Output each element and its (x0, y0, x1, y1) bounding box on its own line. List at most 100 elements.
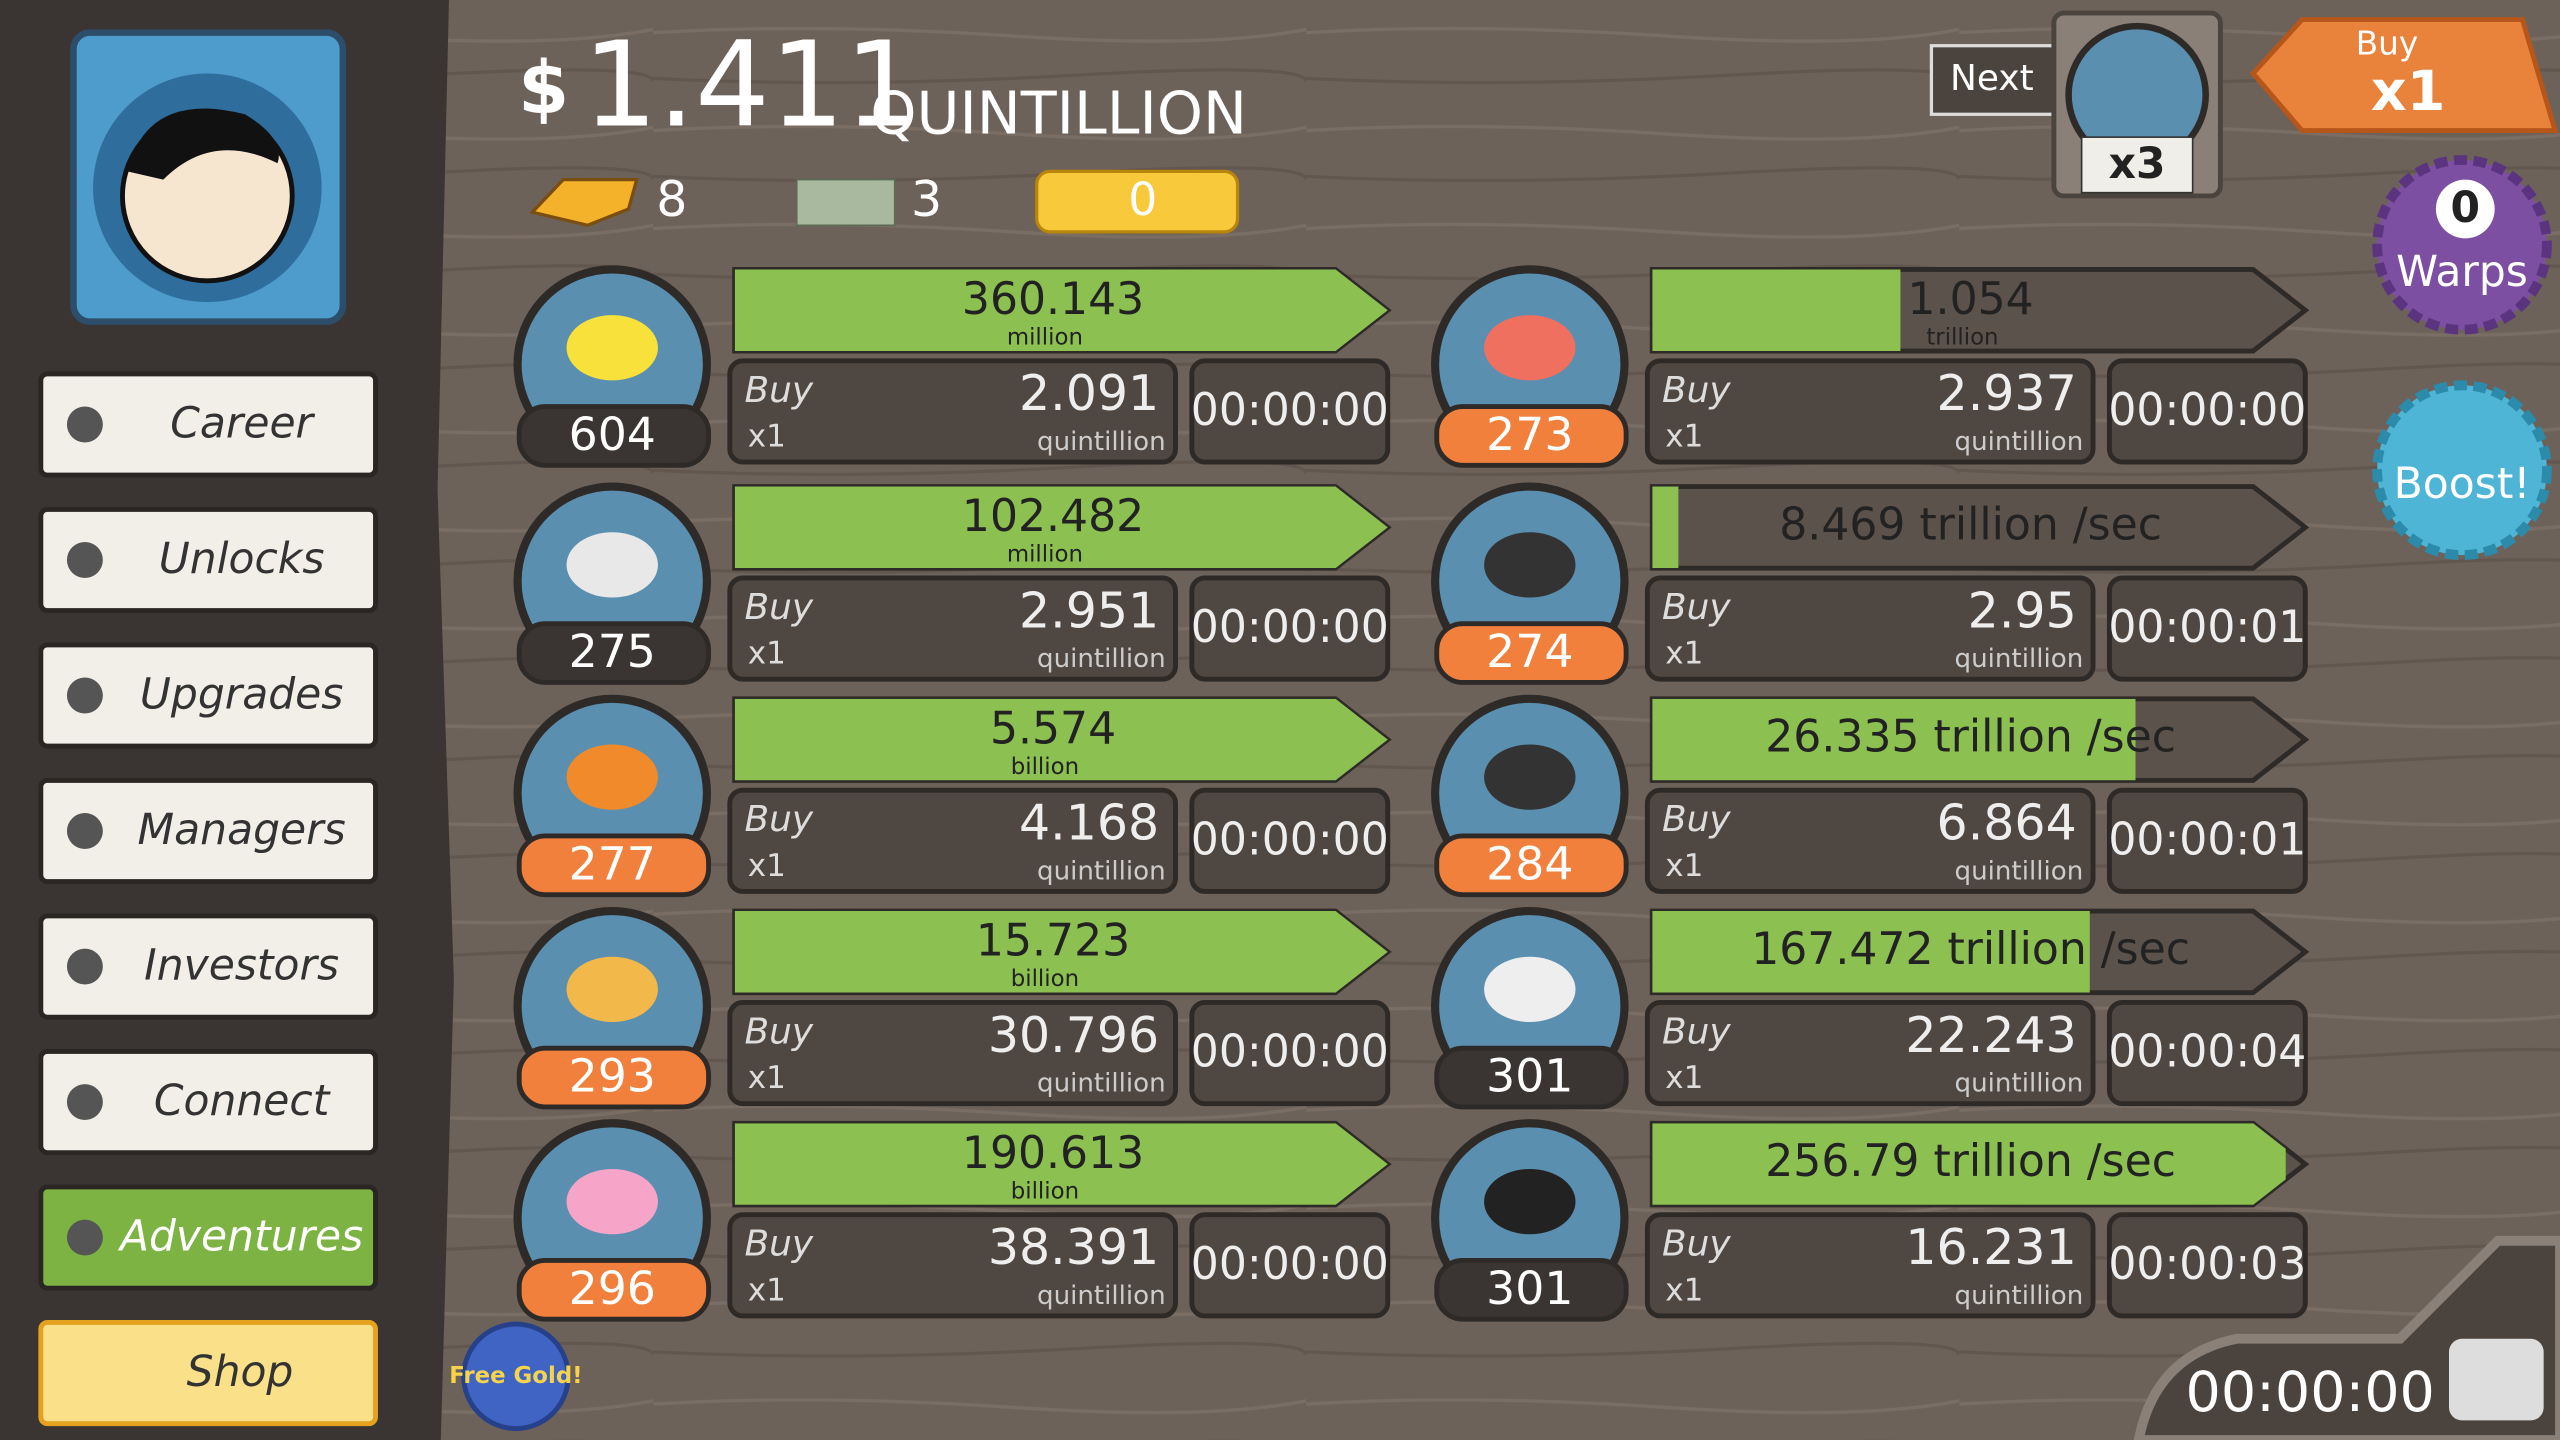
owned-count: 293 (569, 1050, 656, 1103)
timer: 00:00:03 (2108, 1239, 2306, 1290)
buy-cost-unit: quintillion (1955, 644, 2084, 674)
timer: 00:00:00 (2108, 385, 2306, 436)
timer-box (2106, 1000, 2308, 1107)
timer: 00:00:00 (1191, 814, 1389, 865)
avatar[interactable] (70, 29, 347, 325)
business-icon-art (566, 315, 658, 381)
menu-button[interactable] (38, 913, 378, 1020)
buy-cost-unit: quintillion (1955, 1069, 2084, 1099)
warps-button[interactable] (2372, 155, 2552, 335)
revenue-unit: million (1007, 542, 1083, 568)
buy-button[interactable] (727, 358, 1178, 465)
menu-button[interactable] (38, 777, 378, 885)
buy-button[interactable] (1644, 787, 2096, 894)
megabucks-count: 3 (911, 171, 942, 228)
buy-button[interactable] (727, 1000, 1178, 1107)
business-icon-art (566, 956, 658, 1023)
buy-button[interactable] (1644, 358, 2096, 465)
free-gold-button[interactable] (461, 1321, 571, 1432)
free-gold-label: Free Gold! (449, 1363, 582, 1389)
revenue-unit: billion (1011, 1178, 1079, 1204)
menu-button[interactable] (38, 371, 378, 478)
owned-count: 277 (569, 837, 656, 890)
buy-button[interactable] (727, 575, 1178, 682)
timer-box (1189, 358, 1391, 465)
menu-button[interactable] (38, 1320, 378, 1427)
menu-dot (66, 406, 103, 443)
buy-button[interactable] (1644, 575, 2096, 682)
menu-button[interactable] (38, 1048, 378, 1156)
buy-cost: 38.391 (988, 1219, 1159, 1276)
buy-label: Buy (744, 1224, 813, 1265)
event-timer: 00:00:00 (2186, 1360, 2435, 1425)
boost-label: Boost! (2394, 460, 2531, 509)
owned-count: 284 (1486, 837, 1573, 890)
currency-symbol: $ (518, 46, 569, 131)
business-icon-art (566, 532, 658, 598)
tickets-box[interactable] (1035, 169, 1240, 234)
buy-quantity: x1 (1665, 419, 1703, 455)
revenue: 256.79 trillion /sec (1765, 1136, 2176, 1187)
timer-box (2106, 787, 2308, 894)
buy-quantity: x1 (1665, 1272, 1703, 1308)
owned-count: 604 (569, 408, 656, 461)
menu-dot (66, 813, 103, 849)
tv-icon (2448, 1338, 2544, 1421)
business-icon-art (566, 1168, 658, 1235)
manager-multiplier: x3 (2109, 140, 2166, 189)
revenue: 26.335 trillion /sec (1765, 712, 2176, 763)
buy-quantity: x1 (748, 1272, 786, 1308)
buy-multiplier-tag[interactable] (2249, 17, 2559, 134)
buy-label: Buy (744, 370, 813, 411)
timer-box (2106, 575, 2308, 682)
timer: 00:00:01 (2108, 602, 2306, 653)
revenue-progress (1652, 269, 1901, 352)
owned-badge (1434, 1257, 1629, 1322)
menu-button[interactable] (38, 506, 378, 614)
menu-button[interactable] (38, 1184, 378, 1291)
buy-cost: 30.796 (988, 1007, 1159, 1064)
buy-cost-unit: quintillion (1037, 644, 1166, 674)
timer-box (1189, 1212, 1391, 1319)
buy-cost-unit: quintillion (1037, 1069, 1166, 1099)
buy-button[interactable] (1644, 1000, 2096, 1107)
buy-cost: 2.95 (1968, 582, 2077, 639)
owned-badge (516, 621, 712, 685)
owned-badge (1434, 404, 1629, 468)
revenue-progress (734, 269, 1388, 352)
buy-button[interactable] (727, 787, 1178, 894)
megabucks-icon (795, 178, 896, 227)
boost-button[interactable] (2372, 380, 2552, 560)
buy-quantity: x1 (748, 636, 786, 672)
owned-badge (516, 1257, 712, 1322)
revenue: 190.613 (962, 1128, 1144, 1179)
warps-label: Warps (2396, 248, 2528, 297)
revenue: 15.723 (976, 916, 1130, 967)
timer: 00:00:00 (1191, 602, 1389, 653)
buy-tag-label: Buy (2356, 25, 2418, 63)
buy-button[interactable] (1644, 1212, 2096, 1319)
buy-quantity: x1 (748, 1060, 786, 1096)
buy-cost-unit: quintillion (1037, 1281, 1166, 1311)
timer-box (1189, 1000, 1391, 1107)
next-label: Next (1950, 58, 2034, 99)
menu-label: Upgrades (140, 671, 344, 720)
owned-count: 296 (569, 1262, 656, 1315)
buy-label: Buy (744, 587, 813, 628)
menu-button[interactable] (38, 642, 378, 749)
revenue: 8.469 trillion /sec (1779, 499, 2162, 550)
warps-badge (2435, 179, 2495, 239)
revenue-unit: billion (1011, 966, 1079, 992)
menu-label: Unlocks (159, 535, 325, 584)
buy-button[interactable] (727, 1212, 1178, 1319)
buy-cost: 2.937 (1937, 365, 2077, 422)
revenue-progress (1652, 1123, 2286, 1205)
buy-cost-unit: quintillion (1955, 1281, 2084, 1311)
business-icon-art (1484, 315, 1576, 381)
owned-count: 301 (1486, 1050, 1573, 1103)
timer-box (1189, 575, 1391, 682)
timer: 00:00:00 (1191, 1027, 1389, 1078)
revenue: 167.472 trillion /sec (1751, 924, 2190, 975)
menu-label: Managers (138, 806, 346, 855)
buy-cost-unit: quintillion (1955, 856, 2084, 886)
